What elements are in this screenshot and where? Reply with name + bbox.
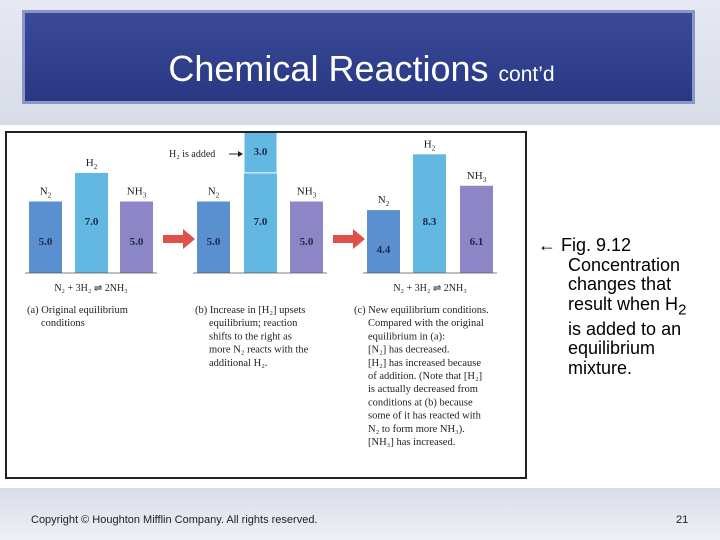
- species-label: H2: [86, 157, 98, 171]
- panel-caption-line: some of it has reacted with: [368, 411, 482, 422]
- bar-nh3-2: [460, 185, 493, 273]
- left-arrow-icon: ←: [538, 235, 556, 255]
- caption-line: is added to an: [568, 318, 682, 339]
- bar-h2-0: [75, 172, 108, 273]
- copyright-text: Copyright © Houghton Mifflin Company. Al…: [31, 514, 318, 526]
- h2-added-label: H₂ is added: [169, 149, 215, 160]
- footer-band: [0, 488, 720, 540]
- species-label: N2: [208, 186, 220, 200]
- bar-value-label: 6.1: [470, 236, 484, 248]
- title-box: Chemical Reactions cont’d: [22, 10, 695, 104]
- slide-title-suffix: cont’d: [498, 63, 555, 86]
- bar-h2-1: [244, 172, 277, 273]
- caption-line: Concentration: [568, 254, 681, 275]
- caption-fig-number: Fig. 9.12: [561, 235, 632, 255]
- species-label: NH3: [127, 186, 147, 200]
- panel-caption-line: conditions: [41, 318, 85, 329]
- reaction-equation: N₂ + 3H₂ ⇌ 2NH₃: [393, 283, 466, 294]
- panel-caption-line: Compared with the original: [368, 318, 484, 329]
- bar-value-label: 5.0: [300, 236, 314, 248]
- transition-arrow-icon: [333, 229, 365, 249]
- panel-caption-line: is actually decreased from: [368, 384, 478, 395]
- bar-value-label: 5.0: [207, 236, 221, 248]
- panel-caption-line: (c) New equilibrium conditions.: [354, 305, 489, 316]
- panel-caption-line: conditions at (b) because: [368, 397, 473, 408]
- bar-value-label: 7.0: [254, 216, 268, 228]
- panel-caption-line: [H₂] has increased because: [368, 358, 481, 369]
- panel-caption-line: equilibrium; reaction: [209, 318, 298, 329]
- bar-value-label: 5.0: [39, 236, 53, 248]
- bar-value-label: 3.0: [254, 146, 268, 158]
- species-label: H2: [424, 138, 436, 152]
- bar-value-label: 7.0: [85, 216, 99, 228]
- panel-caption-line: of addition. (Note that [H₂]: [368, 371, 482, 382]
- panel-caption-line: additional H₂.: [209, 358, 267, 369]
- panel-caption-line: [NH₃] has increased.: [368, 437, 455, 448]
- pointer-arrow-icon: [238, 151, 243, 157]
- species-label: N2: [378, 194, 390, 208]
- caption-line: mixture.: [568, 357, 633, 378]
- page-number: 21: [676, 514, 689, 526]
- caption-line-h2: result when H2: [568, 293, 687, 319]
- panel-caption-line: equilibrium in (a):: [368, 331, 445, 342]
- bar-n2-0: [29, 201, 62, 273]
- slide-title: Chemical Reactions cont’d: [25, 49, 698, 95]
- panel-caption-line: (b) Increase in [H₂] upsets: [195, 305, 305, 316]
- bar-value-label: 4.4: [377, 244, 391, 256]
- bar-n2-1: [197, 201, 230, 273]
- figure-caption: ← Fig. 9.12 Concentration changes that r…: [538, 235, 713, 378]
- concentration-chart: 5.0 7.0 5.0 N2 H2 NH3 N₂ + 3H₂ ⇌ 2NH₃ (a) Origi…: [25, 133, 497, 448]
- species-label: N2: [40, 186, 52, 200]
- panel-caption-line: more N₂ reacts with the: [209, 345, 309, 356]
- species-label: NH3: [297, 186, 317, 200]
- species-label: NH3: [467, 170, 487, 184]
- bar-n2-2: [367, 210, 400, 273]
- panel-caption-line: N₂ to form more NH₃).: [368, 424, 465, 435]
- bar-nh3-0: [120, 201, 153, 273]
- bar-value-label: 5.0: [130, 236, 144, 248]
- slide-title-main: Chemical Reactions: [168, 48, 489, 89]
- figure-9-12: 5.0 7.0 5.0 N2 H2 NH3 N₂ + 3H₂ ⇌ 2NH₃ (a) Origi…: [5, 131, 527, 479]
- caption-line: equilibrium: [568, 338, 656, 359]
- reaction-equation: N₂ + 3H₂ ⇌ 2NH₃: [54, 283, 127, 294]
- panel-caption-line: [N₂] has decreased.: [368, 345, 450, 356]
- panel-caption-line: (a) Original equilibrium: [27, 305, 128, 316]
- caption-line: changes that: [568, 274, 672, 294]
- h2-subscript: 2: [678, 301, 687, 319]
- panel-caption-line: shifts to the right as: [209, 331, 292, 342]
- bar-h2-2: [413, 154, 446, 273]
- transition-arrow-icon: [163, 229, 195, 249]
- bar-h2-added: [243, 133, 278, 174]
- bar-value-label: 8.3: [423, 216, 437, 228]
- bar-nh3-1: [290, 201, 323, 273]
- title-band: Chemical Reactions cont’d: [0, 0, 720, 125]
